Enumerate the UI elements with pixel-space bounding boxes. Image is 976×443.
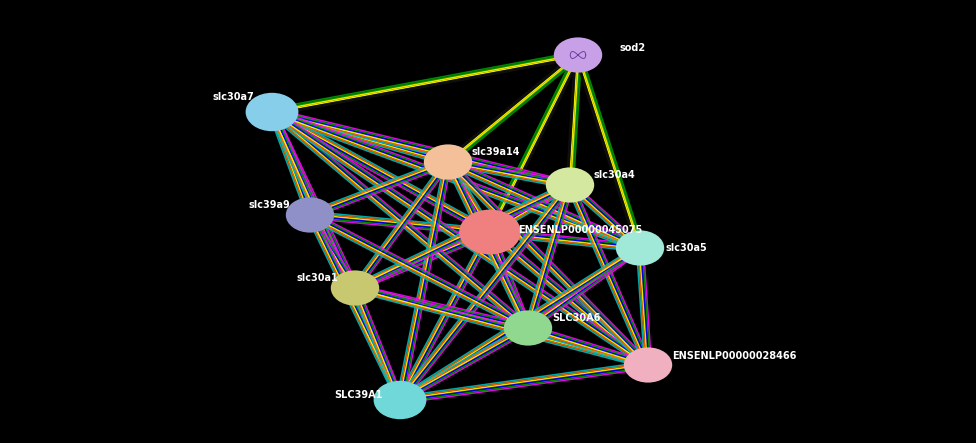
Ellipse shape	[374, 381, 427, 419]
Text: slc30a7: slc30a7	[212, 92, 254, 102]
Text: slc30a4: slc30a4	[594, 170, 635, 180]
Text: slc30a1: slc30a1	[297, 273, 338, 283]
Text: SLC39A1: SLC39A1	[335, 390, 383, 400]
Ellipse shape	[424, 144, 472, 179]
Ellipse shape	[553, 37, 602, 73]
Ellipse shape	[331, 270, 380, 306]
Ellipse shape	[624, 347, 672, 383]
Text: slc30a5: slc30a5	[665, 243, 707, 253]
Ellipse shape	[246, 93, 299, 131]
Ellipse shape	[459, 210, 521, 254]
Text: sod2: sod2	[620, 43, 646, 53]
Ellipse shape	[504, 311, 552, 346]
Ellipse shape	[546, 167, 594, 202]
Text: slc39a14: slc39a14	[472, 147, 520, 157]
Ellipse shape	[286, 198, 334, 233]
Text: SLC30A6: SLC30A6	[552, 313, 600, 323]
Text: ENSENLP00000028466: ENSENLP00000028466	[672, 351, 796, 361]
Text: ENSENLP00000045075: ENSENLP00000045075	[518, 225, 642, 235]
Text: slc39a9: slc39a9	[248, 200, 290, 210]
Ellipse shape	[616, 230, 665, 266]
